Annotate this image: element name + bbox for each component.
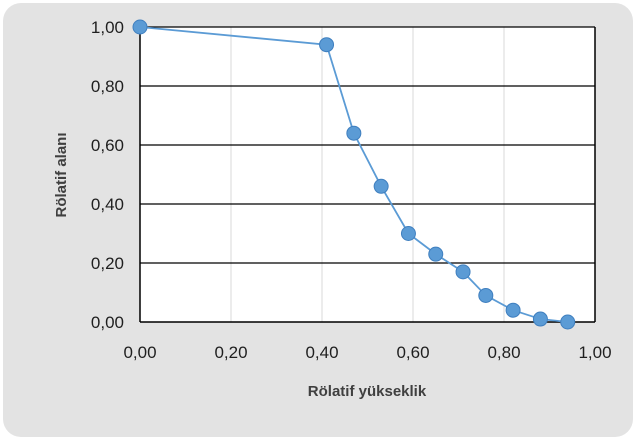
x-axis-title: Rölatif yükseklik [308,383,427,400]
data-point [532,311,548,327]
y-tick-label: 1,00 [91,18,124,37]
data-point [455,264,471,280]
data-point [319,37,335,53]
x-tick-label: 0,80 [487,343,520,362]
data-point [560,314,576,330]
y-tick-label: 0,80 [91,77,124,96]
data-point [428,246,444,262]
y-tick-label: 0,20 [91,254,124,273]
data-point [505,302,521,318]
y-tick-label: 0,40 [91,195,124,214]
x-tick-label: 0,20 [214,343,247,362]
y-tick-label: 0,00 [91,313,124,332]
x-tick-label: 0,00 [123,343,156,362]
data-point [373,178,389,194]
y-axis-title: Rölatif alanı [53,132,70,217]
data-point [346,125,362,141]
x-tick-label: 0,60 [396,343,429,362]
data-point [478,287,494,303]
y-tick-label: 0,60 [91,136,124,155]
data-point [400,226,416,241]
data-point [132,19,148,35]
x-tick-label: 0,40 [305,343,338,362]
x-tick-label: 1,00 [578,343,611,362]
plot-background [140,27,595,322]
plot-area: 0,00 0,20 0,40 0,60 0,80 1,00 0,00 0,20 0,40 0,60… [91,18,612,362]
